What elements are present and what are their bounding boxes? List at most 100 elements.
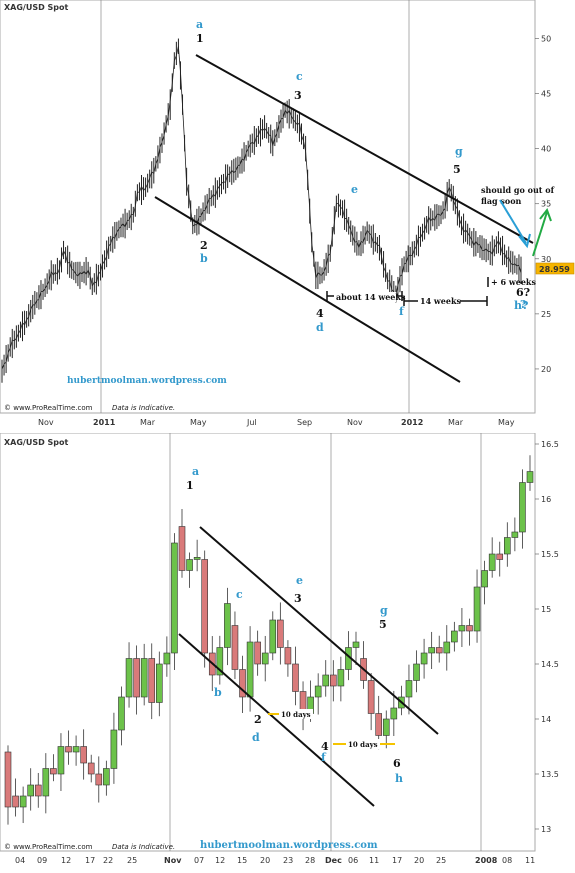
wave-label-f: f <box>399 305 405 318</box>
candle-down <box>65 746 72 753</box>
footer-copyright-bottom: © www.ProRealTime.com <box>4 843 93 851</box>
channel-upper-line <box>195 54 534 244</box>
candle-down <box>254 641 261 665</box>
candle-up <box>519 482 526 533</box>
candle-down <box>435 647 443 654</box>
wave-label-3: 3 <box>294 89 302 102</box>
candle-up <box>451 630 458 643</box>
wave-label-4-bottom: 4 <box>321 740 329 753</box>
candle-down <box>277 619 284 648</box>
wave-label-g: g <box>455 145 463 158</box>
candle-up <box>443 641 451 654</box>
candle-down <box>466 625 473 632</box>
candle-up <box>413 663 420 681</box>
x-tick-label: 15 <box>237 856 247 865</box>
channel-lower-line-bottom <box>178 633 375 807</box>
candle-up <box>428 647 435 654</box>
x-tick-label: 28 <box>305 856 315 865</box>
wave-question-mark: ? <box>520 298 526 311</box>
x-tick-label: Nov <box>38 418 54 427</box>
last-price-badge <box>535 262 575 275</box>
candle-up <box>337 669 345 687</box>
candle-up <box>125 658 133 698</box>
y-tick-label: 45 <box>541 90 551 99</box>
candle-up <box>382 718 390 736</box>
footer-note-top: Data is Indicative. <box>112 404 175 412</box>
candle-down <box>239 669 246 698</box>
wave-label-f-bottom: f <box>321 751 327 764</box>
x-tick-label: 11 <box>525 856 535 865</box>
price-line <box>1 46 522 370</box>
wave-label-a-bottom: a <box>192 465 199 478</box>
y-tick-label: 15 <box>541 605 551 614</box>
wave-label-d: d <box>316 321 324 334</box>
wave-label-6: 6? <box>516 286 530 299</box>
x-tick-label: 09 <box>37 856 47 865</box>
y-tick-label: 13 <box>541 825 551 834</box>
candle-up <box>118 696 125 731</box>
y-axis-ticks-bottom: 16.5 16 15.5 15 14.5 14 13.5 13 <box>535 440 559 834</box>
duration-label-bg-2 <box>418 296 460 306</box>
x-tick-label: 22 <box>103 856 113 865</box>
x-tick-label: 2011 <box>93 418 116 427</box>
y-tick-label: 15.5 <box>541 550 559 559</box>
y-tick-label: 50 <box>541 35 551 44</box>
wave-label-3-bottom: 3 <box>294 592 302 605</box>
x-axis-ticks-bottom: 04 09 12 17 22 25 Nov 07 12 15 20 23 28 Dec 06 11 17 20 25… <box>15 856 535 865</box>
candle-down <box>50 768 57 775</box>
y-tick-label: 20 <box>541 365 551 374</box>
candle-up <box>526 471 534 483</box>
candle-up <box>458 625 466 632</box>
wave-label-e-bottom: e <box>296 574 303 587</box>
y-tick-label: 40 <box>541 145 551 154</box>
candle-up <box>57 746 65 775</box>
candle-up <box>19 795 27 808</box>
x-tick-label: 2012 <box>401 418 423 427</box>
duration-label-b1: 10 days <box>281 710 311 719</box>
forecast-note-line1: should go out of <box>481 185 555 195</box>
candle-down <box>367 680 375 714</box>
candle-up <box>110 729 118 769</box>
y-tick-label: 25 <box>541 310 551 319</box>
duration-label-bg-b1 <box>279 709 313 719</box>
wave-label-1-bottom: 1 <box>186 479 194 492</box>
footer-copyright-top: © www.ProRealTime.com <box>4 404 93 412</box>
duration-label-bg-1 <box>334 292 396 302</box>
x-tick-label: 04 <box>15 856 25 865</box>
wave-label-a: a <box>196 18 203 31</box>
candle-down <box>80 746 87 764</box>
candle-down <box>4 751 12 808</box>
wave-label-4: 4 <box>316 307 324 320</box>
wave-label-h-bottom: h <box>395 772 403 785</box>
candle-up <box>246 641 254 698</box>
y-tick-label: 16.5 <box>541 440 559 449</box>
wave-label-5: 5 <box>453 163 461 176</box>
x-tick-label: 20 <box>260 856 270 865</box>
duration-label-2: 14 weeks <box>420 296 462 306</box>
wave-label-d-bottom: d <box>252 731 260 744</box>
x-tick-label: 11 <box>369 856 379 865</box>
wave-label-h: h? <box>514 299 528 312</box>
candle-down <box>375 713 382 736</box>
duration-label-b2: 10 days <box>348 740 378 749</box>
candle-down <box>95 773 103 786</box>
candle-up <box>481 570 488 588</box>
candle-up <box>140 658 148 698</box>
x-tick-label: 12 <box>61 856 71 865</box>
x-tick-label: 25 <box>127 856 137 865</box>
x-tick-label: Jul <box>246 418 257 427</box>
candle-down <box>330 674 337 687</box>
candle-down <box>34 784 42 797</box>
candle-down <box>284 647 292 665</box>
wave-label-e: e <box>351 183 358 196</box>
candle-series <box>4 455 534 825</box>
y-tick-label: 14 <box>541 715 551 724</box>
candle-down <box>133 658 140 698</box>
wave-label-6-bottom: 6 <box>393 757 401 770</box>
wave-label-2: 2 <box>200 239 208 252</box>
x-tick-label: 17 <box>85 856 95 865</box>
wave-label-1: 1 <box>196 32 204 45</box>
last-price-value: 28.959 <box>539 265 570 274</box>
candle-down <box>148 658 156 703</box>
